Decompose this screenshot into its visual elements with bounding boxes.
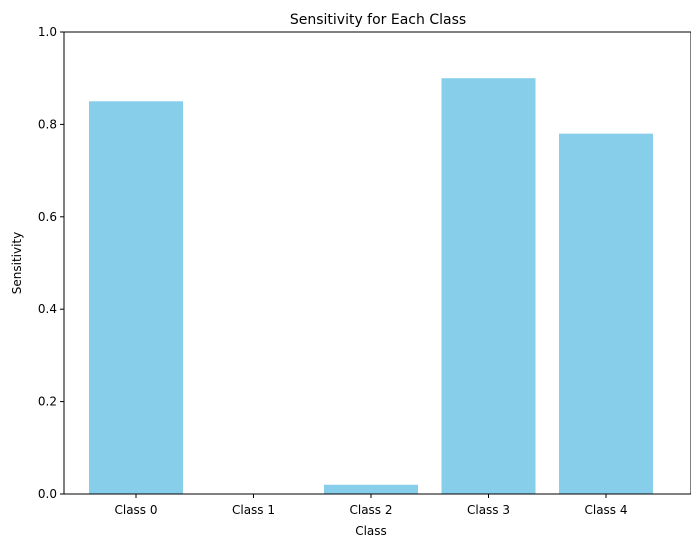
y-tick-label: 0.6	[38, 210, 57, 224]
x-tick-label: Class 2	[349, 503, 392, 517]
y-tick-label: 0.8	[38, 117, 57, 131]
bars-group	[89, 78, 653, 495]
y-tick-label: 0.2	[38, 395, 57, 409]
chart-title: Sensitivity for Each Class	[290, 12, 466, 28]
x-ticks-group: Class 0 Class 1 Class 2 Class 3 Class 4	[114, 494, 628, 517]
axes-group	[63, 31, 691, 495]
x-tick-label: Class 3	[467, 503, 510, 517]
y-axis-label: Sensitivity	[10, 232, 24, 294]
x-tick-label: Class 4	[584, 503, 627, 517]
bar-class-4	[559, 133, 653, 494]
y-tick-label: 0.4	[38, 302, 57, 316]
bar-class-3	[441, 78, 536, 494]
x-tick-label: Class 0	[114, 503, 157, 517]
x-axis-label: Class	[355, 524, 387, 538]
bar-class-2	[324, 484, 418, 494]
y-ticks-group: 0.0 0.2 0.4 0.6 0.8 1.0	[38, 25, 64, 501]
y-tick-label: 1.0	[38, 25, 57, 39]
x-tick-label: Class 1	[232, 503, 275, 517]
bar-class-0	[89, 101, 183, 495]
y-tick-label: 0.0	[38, 487, 57, 501]
plot-frame	[63, 31, 691, 495]
